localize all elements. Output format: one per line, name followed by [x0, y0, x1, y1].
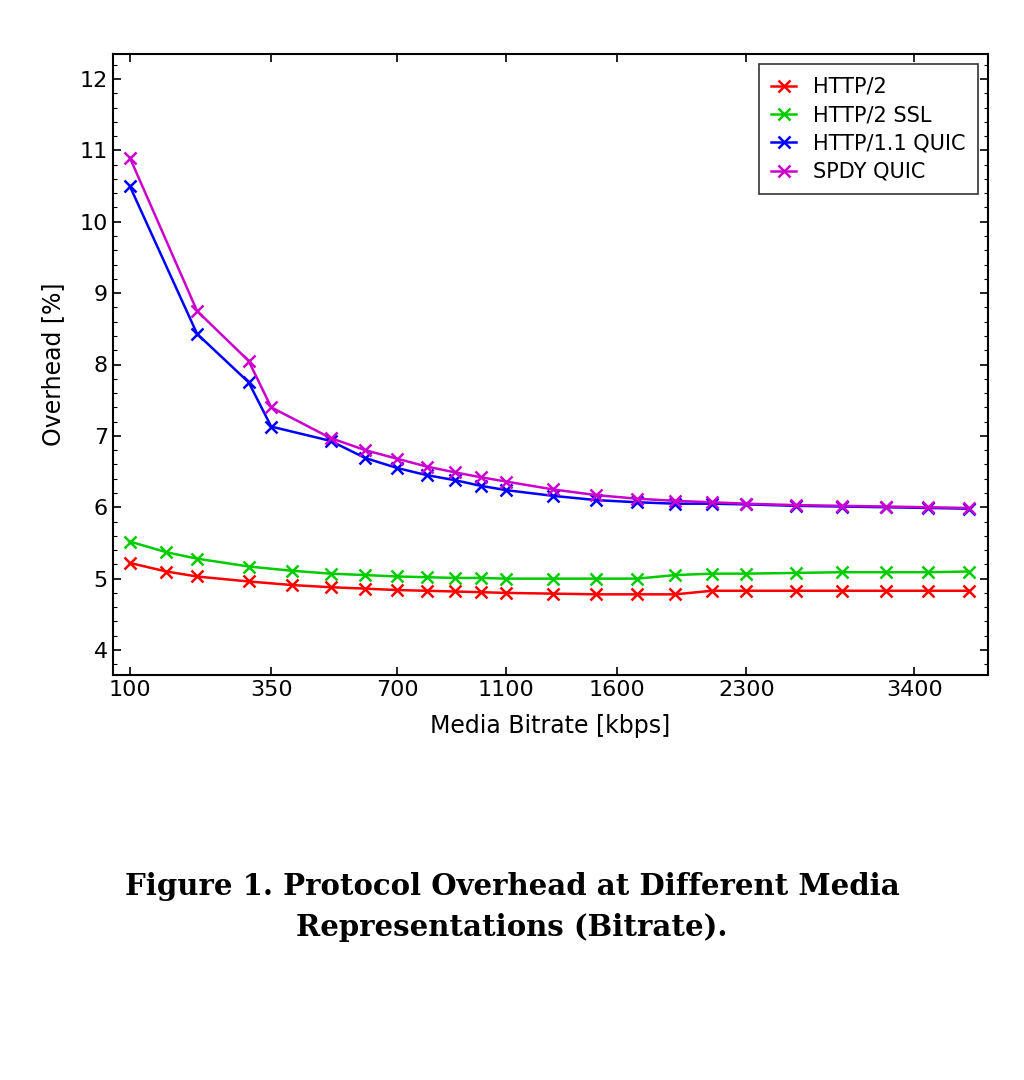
HTTP/2 SSL	[631, 572, 643, 585]
HTTP/2	[963, 584, 975, 597]
HTTP/2 SSL	[963, 565, 975, 578]
HTTP/2	[880, 584, 892, 597]
HTTP/2 SSL	[190, 552, 203, 565]
SPDY QUIC	[325, 432, 337, 445]
SPDY QUIC	[922, 501, 934, 514]
HTTP/1.1 QUIC	[475, 480, 487, 492]
SPDY QUIC	[124, 151, 136, 164]
SPDY QUIC	[706, 496, 718, 509]
Line: HTTP/2: HTTP/2	[124, 557, 974, 599]
HTTP/1.1 QUIC	[922, 501, 934, 514]
HTTP/2	[790, 584, 802, 597]
SPDY QUIC	[265, 401, 278, 414]
HTTP/1.1 QUIC	[500, 484, 512, 497]
HTTP/2 SSL	[325, 567, 337, 580]
SPDY QUIC	[243, 354, 255, 367]
HTTP/1.1 QUIC	[670, 497, 682, 510]
HTTP/2	[391, 583, 403, 596]
HTTP/2	[160, 565, 172, 578]
HTTP/2 SSL	[359, 568, 372, 581]
HTTP/2 SSL	[590, 572, 602, 585]
HTTP/2 SSL	[475, 571, 487, 584]
HTTP/1.1 QUIC	[359, 451, 372, 464]
HTTP/2	[740, 584, 753, 597]
HTTP/1.1 QUIC	[243, 376, 255, 389]
SPDY QUIC	[590, 488, 602, 501]
HTTP/2	[243, 575, 255, 588]
SPDY QUIC	[790, 499, 802, 512]
HTTP/2	[836, 584, 848, 597]
SPDY QUIC	[963, 501, 975, 514]
HTTP/2 SSL	[449, 571, 461, 584]
HTTP/2 SSL	[500, 572, 512, 585]
Text: Figure 1. Protocol Overhead at Different Media
Representations (Bitrate).: Figure 1. Protocol Overhead at Different…	[125, 873, 899, 942]
HTTP/2 SSL	[391, 570, 403, 583]
HTTP/1.1 QUIC	[547, 489, 559, 502]
HTTP/2 SSL	[670, 568, 682, 581]
SPDY QUIC	[670, 495, 682, 508]
HTTP/2 SSL	[243, 561, 255, 573]
SPDY QUIC	[500, 475, 512, 488]
SPDY QUIC	[475, 471, 487, 484]
SPDY QUIC	[880, 500, 892, 513]
HTTP/2 SSL	[836, 566, 848, 579]
HTTP/2 SSL	[421, 570, 433, 583]
HTTP/1.1 QUIC	[124, 179, 136, 192]
HTTP/1.1 QUIC	[449, 474, 461, 487]
HTTP/2	[500, 586, 512, 599]
HTTP/2	[359, 582, 372, 595]
Line: SPDY QUIC: SPDY QUIC	[124, 152, 974, 513]
HTTP/1.1 QUIC	[391, 461, 403, 474]
SPDY QUIC	[359, 444, 372, 457]
Line: HTTP/1.1 QUIC: HTTP/1.1 QUIC	[124, 180, 974, 514]
HTTP/1.1 QUIC	[836, 500, 848, 513]
HTTP/1.1 QUIC	[190, 327, 203, 340]
HTTP/2	[325, 581, 337, 594]
HTTP/2	[706, 584, 718, 597]
X-axis label: Media Bitrate [kbps]: Media Bitrate [kbps]	[430, 714, 671, 738]
HTTP/2 SSL	[740, 567, 753, 580]
HTTP/2 SSL	[286, 565, 298, 578]
HTTP/1.1 QUIC	[265, 420, 278, 433]
HTTP/2 SSL	[922, 566, 934, 579]
HTTP/2 SSL	[880, 566, 892, 579]
SPDY QUIC	[547, 483, 559, 496]
Line: HTTP/2 SSL: HTTP/2 SSL	[124, 536, 974, 584]
HTTP/2 SSL	[160, 545, 172, 558]
SPDY QUIC	[740, 497, 753, 510]
Legend: HTTP/2, HTTP/2 SSL, HTTP/1.1 QUIC, SPDY QUIC: HTTP/2, HTTP/2 SSL, HTTP/1.1 QUIC, SPDY …	[759, 65, 978, 194]
Y-axis label: Overhead [%]: Overhead [%]	[42, 283, 66, 446]
SPDY QUIC	[190, 305, 203, 318]
HTTP/1.1 QUIC	[590, 494, 602, 507]
HTTP/2 SSL	[547, 572, 559, 585]
HTTP/2 SSL	[706, 567, 718, 580]
HTTP/2 SSL	[790, 566, 802, 579]
HTTP/2	[190, 570, 203, 583]
HTTP/1.1 QUIC	[631, 496, 643, 509]
HTTP/2	[421, 584, 433, 597]
HTTP/2	[449, 585, 461, 598]
SPDY QUIC	[421, 460, 433, 473]
HTTP/2	[124, 556, 136, 569]
HTTP/2 SSL	[124, 535, 136, 548]
SPDY QUIC	[836, 499, 848, 512]
SPDY QUIC	[391, 453, 403, 465]
HTTP/1.1 QUIC	[325, 434, 337, 447]
HTTP/1.1 QUIC	[706, 497, 718, 510]
SPDY QUIC	[449, 465, 461, 478]
HTTP/2	[670, 588, 682, 600]
HTTP/1.1 QUIC	[421, 469, 433, 482]
HTTP/1.1 QUIC	[790, 499, 802, 512]
HTTP/2	[547, 588, 559, 600]
SPDY QUIC	[631, 492, 643, 505]
HTTP/1.1 QUIC	[880, 501, 892, 514]
HTTP/1.1 QUIC	[740, 498, 753, 511]
HTTP/2	[475, 585, 487, 598]
HTTP/2	[286, 579, 298, 592]
HTTP/2	[590, 588, 602, 600]
HTTP/2	[922, 584, 934, 597]
HTTP/1.1 QUIC	[963, 502, 975, 515]
HTTP/2	[631, 588, 643, 600]
